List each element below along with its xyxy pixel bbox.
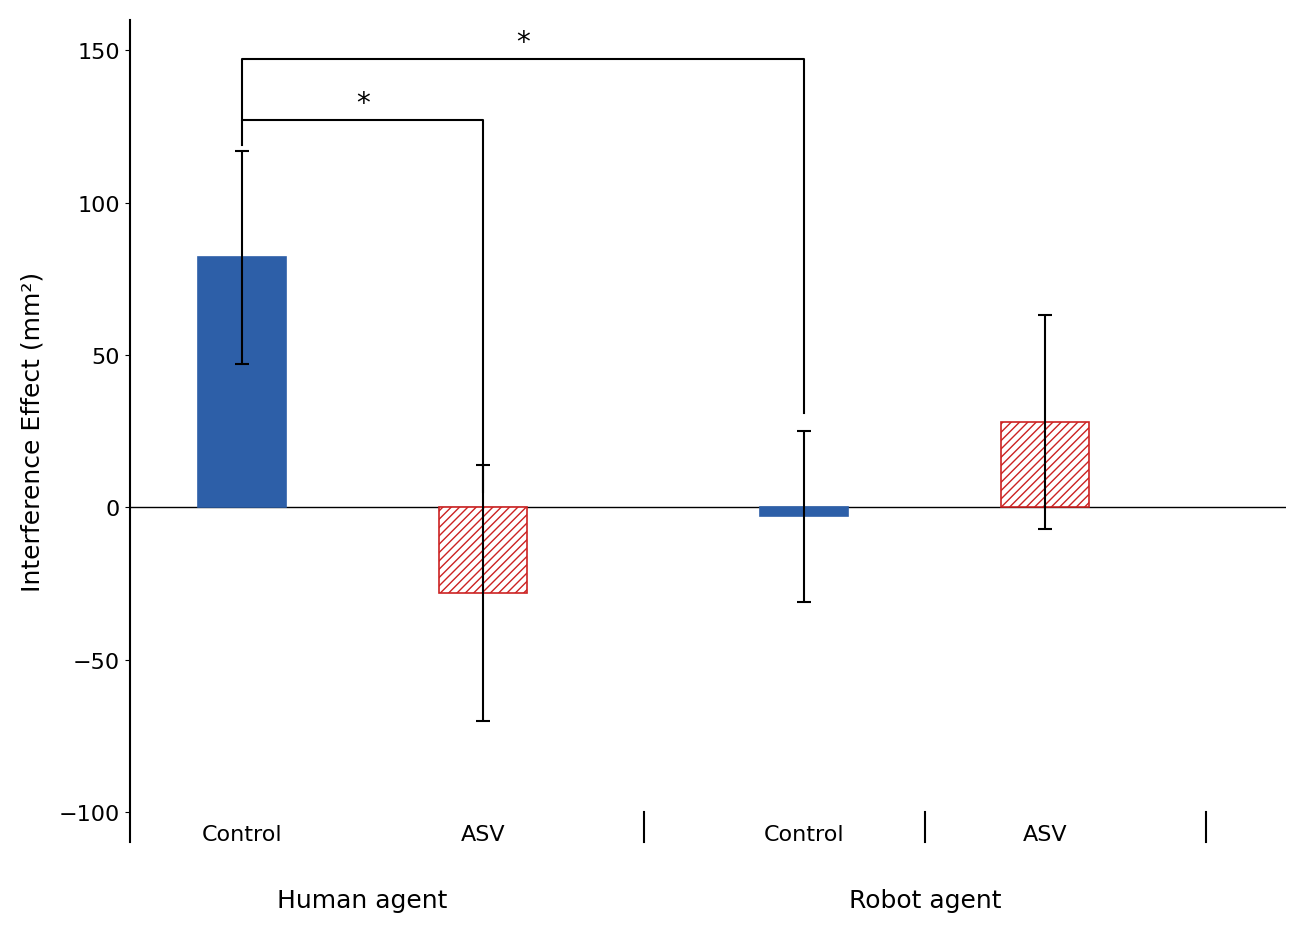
Y-axis label: Interference Effect (mm²): Interference Effect (mm²) bbox=[21, 272, 44, 591]
Text: ASV: ASV bbox=[1023, 824, 1068, 844]
Bar bbox=[761, 508, 848, 517]
Text: Control: Control bbox=[765, 824, 844, 844]
Bar bbox=[197, 259, 286, 508]
Text: Robot agent: Robot agent bbox=[848, 888, 1001, 912]
Text: *: * bbox=[356, 90, 370, 119]
Text: Human agent: Human agent bbox=[277, 888, 448, 912]
Bar bbox=[439, 508, 527, 593]
Bar bbox=[1001, 423, 1090, 508]
Text: *: * bbox=[516, 30, 531, 57]
Text: ASV: ASV bbox=[461, 824, 506, 844]
Text: Control: Control bbox=[201, 824, 282, 844]
